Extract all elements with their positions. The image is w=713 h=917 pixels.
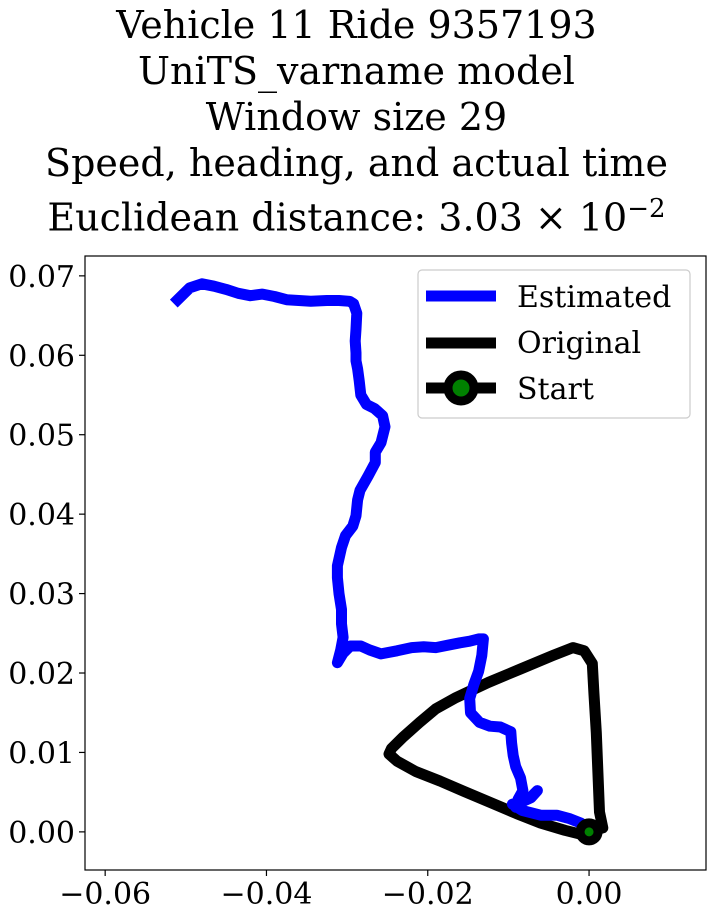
y-tick-label: 0.04: [8, 498, 75, 533]
y-tick-label: 0.00: [8, 816, 75, 851]
series-line-estimated: [169, 278, 597, 840]
title-line-1: Vehicle 11 Ride 9357193: [116, 3, 597, 47]
y-tick-label: 0.06: [8, 339, 75, 374]
y-tick-label: 0.01: [8, 736, 75, 771]
series-line-original: [383, 642, 609, 840]
y-tick-label: 0.02: [8, 657, 75, 692]
legend: Estimated Original Start: [417, 269, 691, 419]
y-tick-label: 0.03: [8, 578, 75, 613]
chart-title: Vehicle 11 Ride 9357193 UniTS_varname mo…: [0, 2, 713, 241]
title-line-2: UniTS_varname model: [138, 49, 575, 93]
y-tick-label: 0.05: [8, 419, 75, 454]
x-tick-label: −0.06: [59, 877, 151, 912]
legend-estimated-label: Estimated: [517, 280, 671, 315]
legend-start-marker: [443, 370, 479, 406]
title-line-5: Euclidean distance: 3.03 × 10−2: [0, 186, 713, 241]
x-tick-label: −0.02: [382, 877, 474, 912]
axes-frame: [84, 255, 707, 871]
title-line-3: Window size 29: [205, 95, 508, 139]
title-line-4: Speed, heading, and actual time: [45, 141, 668, 185]
y-tick-label: 0.07: [8, 260, 75, 295]
x-tick-label: 0.00: [556, 877, 623, 912]
legend-original-label: Original: [517, 326, 641, 361]
plot-lines: [169, 278, 609, 846]
title-line-5-text: Euclidean distance: 3.03 × 10: [47, 195, 628, 240]
x-tick-label: −0.04: [220, 877, 312, 912]
legend-box: [417, 269, 691, 419]
axis-ticks: −0.06 −0.04 −0.02 0.00 0.00 0.01 0.02 0.03 0.04 0…: [8, 260, 622, 912]
legend-start-label: Start: [517, 372, 594, 407]
title-exponent: −2: [627, 194, 666, 224]
start-marker: [575, 818, 603, 846]
